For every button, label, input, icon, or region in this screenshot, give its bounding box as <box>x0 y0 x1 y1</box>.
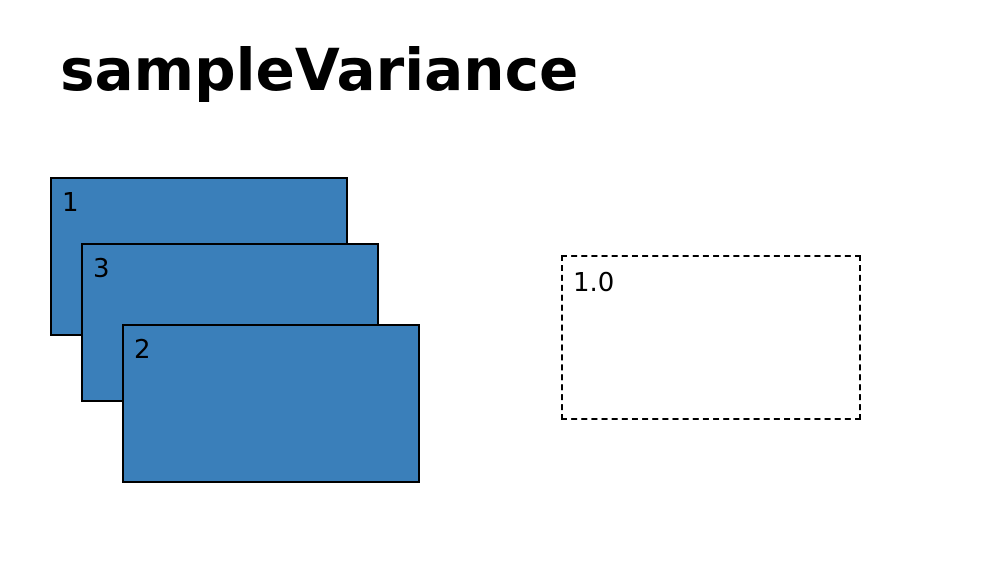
page-title: sampleVariance <box>60 36 579 104</box>
result-value: 1.0 <box>573 268 615 298</box>
card-label: 2 <box>134 335 151 365</box>
stack-card: 2 <box>122 324 420 483</box>
result-box: 1.0 <box>561 255 861 420</box>
card-label: 3 <box>93 254 110 284</box>
card-label: 1 <box>62 188 79 218</box>
